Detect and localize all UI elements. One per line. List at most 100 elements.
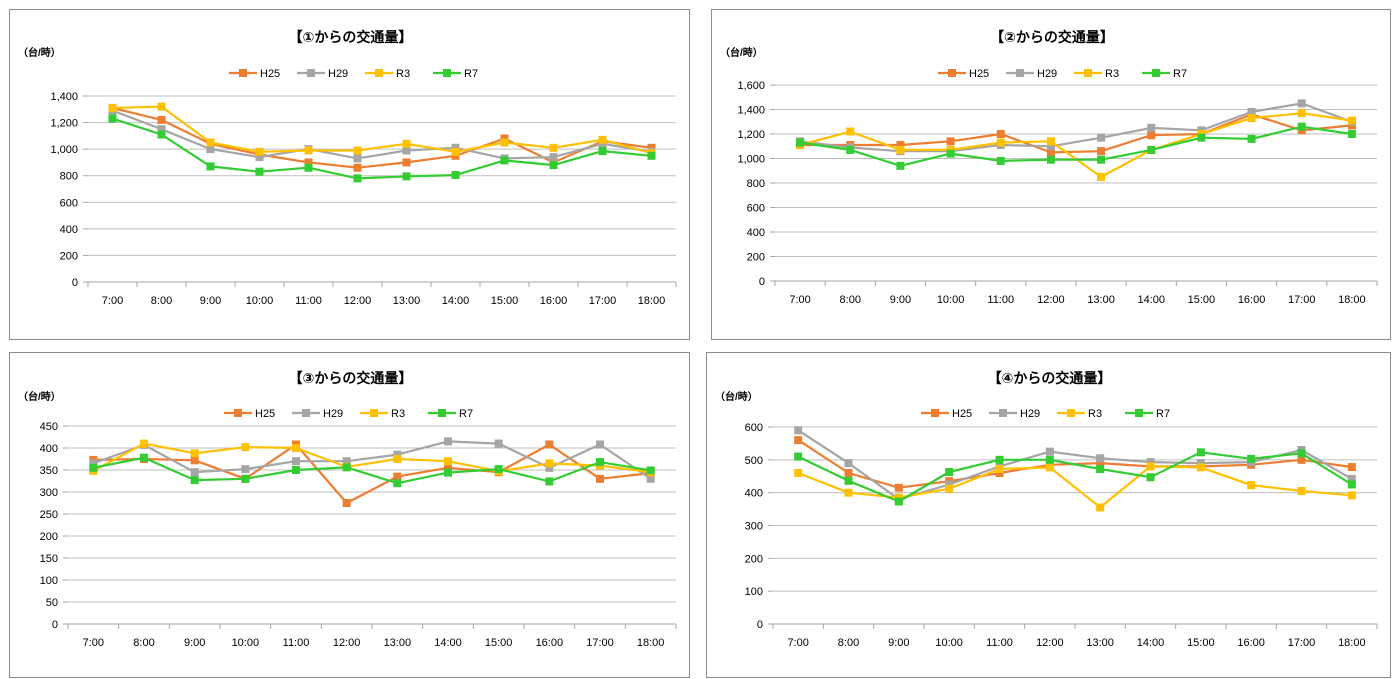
data-point-r7 xyxy=(500,156,509,165)
data-point-h29 xyxy=(596,440,604,449)
legend-item-r3: R3 xyxy=(1074,68,1119,80)
x-tick-label: 12:00 xyxy=(1037,294,1065,306)
data-point-h25 xyxy=(190,456,199,465)
data-point-h25 xyxy=(1297,455,1306,464)
series-line-r7 xyxy=(112,117,652,180)
data-point-r3 xyxy=(1347,491,1356,500)
data-point-h29 xyxy=(241,465,250,474)
legend-label: R3 xyxy=(1105,68,1119,80)
data-point-h29 xyxy=(444,437,452,446)
data-point-r3 xyxy=(846,127,855,136)
data-point-r7 xyxy=(1347,480,1356,489)
data-point-h29 xyxy=(945,480,954,489)
legend-label: H29 xyxy=(1037,68,1057,80)
data-point-r7 xyxy=(1046,155,1055,164)
data-point-h29 xyxy=(353,154,362,163)
data-point-r7 xyxy=(1097,155,1106,164)
series-line-r3 xyxy=(797,465,1352,509)
data-point-h29 xyxy=(1146,458,1155,467)
data-point-h29 xyxy=(549,153,558,162)
y-tick-label: 300 xyxy=(745,521,763,533)
data-point-r7 xyxy=(1347,130,1356,138)
legend-label: H25 xyxy=(952,408,972,420)
y-tick-label: 1,600 xyxy=(737,80,765,92)
y-tick-label: 1,400 xyxy=(737,105,765,117)
data-point-r3 xyxy=(598,135,607,144)
legend-item-r7: R7 xyxy=(1125,408,1170,420)
x-tick-label: 17:00 xyxy=(586,637,614,649)
data-point-h25 xyxy=(157,115,166,124)
legend-swatch-marker xyxy=(302,409,310,417)
legend-item-h25: H25 xyxy=(921,408,972,420)
y-tick-label: 100 xyxy=(40,575,58,587)
legend-label: H25 xyxy=(260,68,280,80)
legend-item-r3: R3 xyxy=(1057,408,1102,420)
y-tick-label: 600 xyxy=(747,203,765,215)
data-point-r3 xyxy=(451,147,460,156)
x-tick-label: 17:00 xyxy=(589,295,617,307)
legend-label: R3 xyxy=(1088,408,1102,420)
x-tick-label: 18:00 xyxy=(1338,294,1366,306)
data-point-r7 xyxy=(1297,449,1306,458)
data-point-h29 xyxy=(1046,142,1055,151)
x-tick-label: 8:00 xyxy=(133,637,154,649)
data-point-h29 xyxy=(1097,133,1106,142)
data-point-r7 xyxy=(844,476,853,485)
data-point-r7 xyxy=(393,479,402,488)
data-point-h29 xyxy=(545,463,554,472)
data-point-h29 xyxy=(1196,459,1205,468)
x-tick-label: 13:00 xyxy=(393,295,421,307)
y-tick-label: 200 xyxy=(40,531,58,543)
x-tick-label: 9:00 xyxy=(890,294,911,306)
data-point-r3 xyxy=(1247,481,1256,490)
y-axis-unit-label: （台/時） xyxy=(715,390,758,403)
data-point-r3 xyxy=(1297,487,1306,496)
x-tick-label: 13:00 xyxy=(1086,637,1114,649)
y-tick-label: 350 xyxy=(40,465,58,477)
legend-swatch-marker xyxy=(1084,69,1092,77)
data-point-h25 xyxy=(545,440,554,449)
legend-swatch-marker xyxy=(370,409,378,417)
series-line-h29 xyxy=(799,102,1353,153)
data-point-r7 xyxy=(549,161,558,170)
data-point-r7 xyxy=(1247,454,1256,463)
x-tick-label: 15:00 xyxy=(491,295,519,307)
data-point-r3 xyxy=(1046,137,1055,146)
data-point-h29 xyxy=(1147,123,1156,132)
y-tick-label: 400 xyxy=(40,443,58,455)
data-point-r7 xyxy=(444,468,452,477)
series-line-h29 xyxy=(797,429,1353,501)
data-point-r3 xyxy=(444,457,452,466)
x-tick-label: 16:00 xyxy=(1237,637,1265,649)
x-tick-label: 8:00 xyxy=(838,637,859,649)
data-point-r3 xyxy=(896,145,905,154)
y-tick-label: 800 xyxy=(747,178,765,190)
data-point-h29 xyxy=(89,459,98,468)
legend-item-h29: H29 xyxy=(989,408,1040,420)
x-tick-label: 7:00 xyxy=(83,637,104,649)
data-point-r7 xyxy=(140,453,148,462)
legend-swatch-marker xyxy=(239,69,247,77)
legend-swatch-marker xyxy=(443,69,451,77)
data-point-r7 xyxy=(646,466,655,475)
data-point-r3 xyxy=(206,138,215,147)
x-tick-label: 10:00 xyxy=(935,637,963,649)
data-point-r3 xyxy=(1096,503,1105,512)
series-line-h25 xyxy=(800,113,1353,154)
x-tick-label: 9:00 xyxy=(184,637,205,649)
chart-title: 【②からの交通量】 xyxy=(990,29,1114,45)
data-point-h25 xyxy=(1347,463,1356,472)
data-point-r3 xyxy=(1045,463,1054,472)
data-point-r3 xyxy=(996,138,1005,147)
data-point-r7 xyxy=(190,476,199,485)
data-point-r7 xyxy=(1297,122,1306,131)
data-point-r7 xyxy=(1247,134,1256,143)
line-chart-1: 【①からの交通量】 （台/時） 0 200 400 600 800 1,000 1,200 1,4… xyxy=(18,29,677,307)
x-tick-label: 9:00 xyxy=(200,295,221,307)
legend-swatch-marker xyxy=(307,69,315,77)
data-point-r7 xyxy=(1146,473,1155,482)
data-point-h29 xyxy=(292,457,300,466)
data-point-r3 xyxy=(393,455,402,463)
legend-label: R3 xyxy=(391,408,405,420)
x-tick-label: 9:00 xyxy=(888,637,909,649)
